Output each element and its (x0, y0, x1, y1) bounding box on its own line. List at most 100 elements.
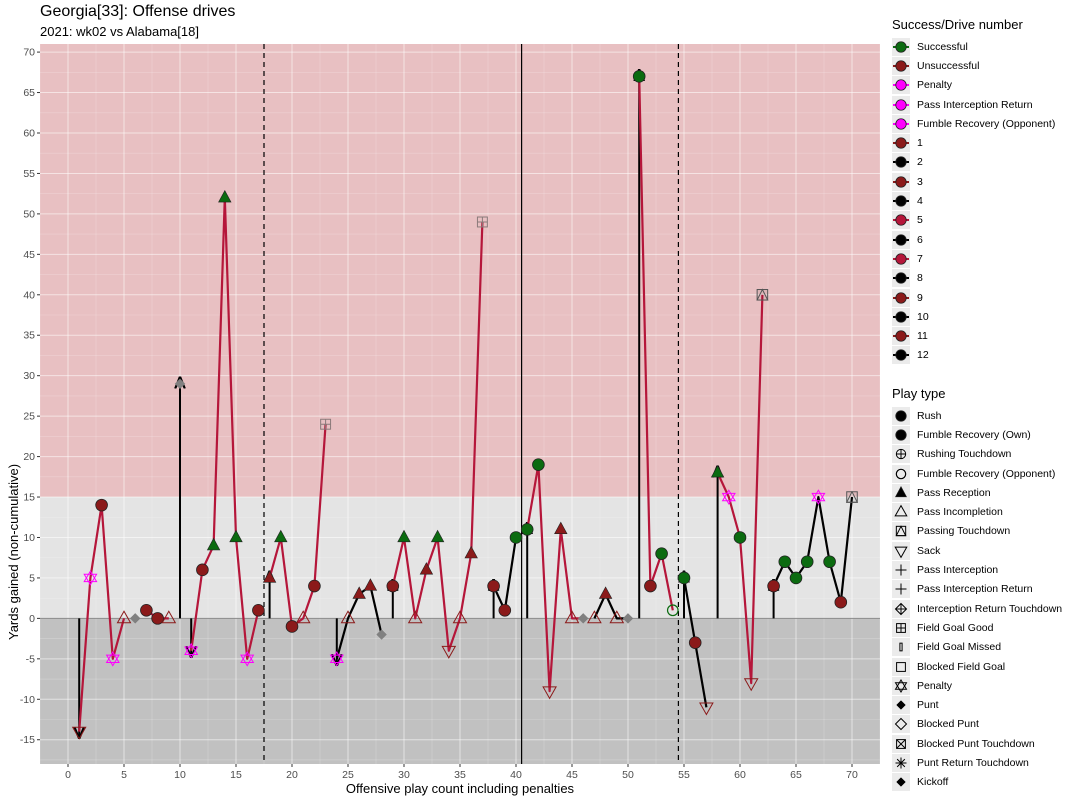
legend-key-icon (893, 233, 909, 246)
legend-playtype-item: Field Goal Missed (892, 638, 1062, 657)
legend-key-icon (893, 291, 909, 304)
legend-success-item: 2 (892, 153, 1055, 172)
legend-key (892, 580, 910, 599)
data-point-42 (532, 458, 545, 471)
legend-success-item: 11 (892, 326, 1055, 346)
legend-symbol (894, 504, 908, 517)
legend-label: Kickoff (917, 776, 949, 789)
data-point-48 (598, 586, 613, 599)
legend-key-icon (893, 311, 909, 323)
y-tick-label: 35 (23, 330, 35, 342)
x-tick-label: 25 (342, 769, 354, 781)
data-point-4 (105, 651, 120, 667)
legend-label: 2 (917, 156, 923, 169)
legend-playtype-item: Penalty (892, 676, 1062, 695)
legend-label: Pass Interception Return (917, 583, 1033, 596)
data-point-43 (542, 686, 557, 700)
legend-key (892, 773, 910, 792)
legend-key-icon (894, 485, 908, 497)
legend-key (892, 134, 910, 153)
legend-symbol (895, 214, 907, 226)
legend-symbol (894, 485, 908, 497)
legend-key-icon (893, 349, 909, 362)
legend-key (892, 696, 910, 715)
legend-symbol (895, 330, 907, 342)
legend-symbol (895, 429, 907, 441)
drive-line-13 (638, 76, 674, 611)
legend-key-icon (895, 410, 907, 422)
legend-key (892, 307, 910, 326)
legend-label: 7 (917, 252, 923, 265)
legend-key-icon (896, 623, 906, 633)
legend-label: 6 (917, 233, 923, 246)
x-tick-label: 0 (65, 769, 71, 781)
legend-symbol (895, 118, 907, 130)
legend-key-icon (893, 176, 909, 188)
legend-key (892, 753, 910, 772)
legend-label: Pass Reception (917, 486, 991, 499)
legend-symbol (894, 678, 908, 693)
legend-playtype-item: Sack (892, 541, 1062, 560)
legend-key (892, 676, 910, 695)
data-point-21 (295, 610, 311, 624)
legend-key-icon (893, 330, 909, 342)
data-point-9 (161, 610, 177, 624)
x-tick-label: 45 (566, 769, 578, 781)
legend-label: 3 (917, 175, 923, 188)
x-tick-label: 20 (286, 769, 298, 781)
legend-label: 4 (917, 195, 923, 208)
x-tick-label: 55 (678, 769, 690, 781)
data-point-2 (83, 570, 98, 586)
data-point-5 (116, 610, 132, 624)
legend-key-icon (896, 700, 906, 710)
data-point-39 (498, 604, 512, 617)
legend-key-icon (893, 137, 909, 149)
legend-success-item: 9 (892, 288, 1055, 307)
legend-symbol (895, 272, 907, 284)
data-point-6 (129, 613, 141, 624)
legend-success: Success/Drive number Successful Unsuccess… (892, 17, 1055, 365)
y-tick-label: 60 (23, 127, 35, 139)
legend-playtype-item: Rushing Touchdown (892, 445, 1062, 464)
legend-key (892, 288, 910, 307)
data-point-3 (95, 498, 108, 512)
legend-symbol (899, 642, 903, 652)
legend-key (892, 249, 910, 268)
legend-label: Field Goal Good (917, 621, 994, 634)
legend-label: Blocked Punt (917, 718, 979, 731)
legend-key-icon (894, 504, 908, 517)
legend-key-icon (896, 777, 906, 788)
data-point-51 (632, 70, 646, 83)
y-tick-label: 50 (23, 208, 35, 220)
data-point-60 (733, 531, 747, 544)
legend-success-item: 10 (892, 307, 1055, 326)
legend-symbol (895, 195, 907, 207)
legend-key-icon (895, 429, 907, 441)
legend-playtype-item: Pass Reception (892, 483, 1062, 502)
legend-success-item: Pass Interception Return (892, 95, 1055, 114)
legend-label: 11 (917, 330, 928, 343)
legend-key-icon (893, 118, 909, 130)
x-tick-label: 15 (230, 769, 242, 781)
legend-success-item: Fumble Recovery (Opponent) (892, 114, 1055, 133)
data-point-63 (767, 579, 780, 593)
legend-key (892, 327, 910, 346)
legend-label: 1 (917, 137, 923, 150)
x-tick-label: 35 (454, 769, 466, 781)
legend-symbol (895, 583, 907, 595)
data-point-62 (756, 288, 769, 301)
legend-success-title: Success/Drive number (892, 17, 1023, 32)
legend-label: Successful (917, 40, 968, 53)
legend-key (892, 56, 910, 75)
legend-symbol (895, 311, 907, 323)
legend-key (892, 503, 910, 522)
legend-success-item: 1 (892, 133, 1055, 153)
legend-key (892, 715, 910, 734)
legend-label: Blocked Punt Touchdown (917, 737, 1035, 750)
legend-label: Fumble Recovery (Opponent) (917, 467, 1056, 480)
legend-symbol (895, 349, 907, 362)
legend-key-icon (896, 738, 906, 749)
legend-label: 9 (917, 291, 923, 304)
drive-line-11 (526, 463, 584, 693)
data-point-56 (688, 636, 702, 649)
